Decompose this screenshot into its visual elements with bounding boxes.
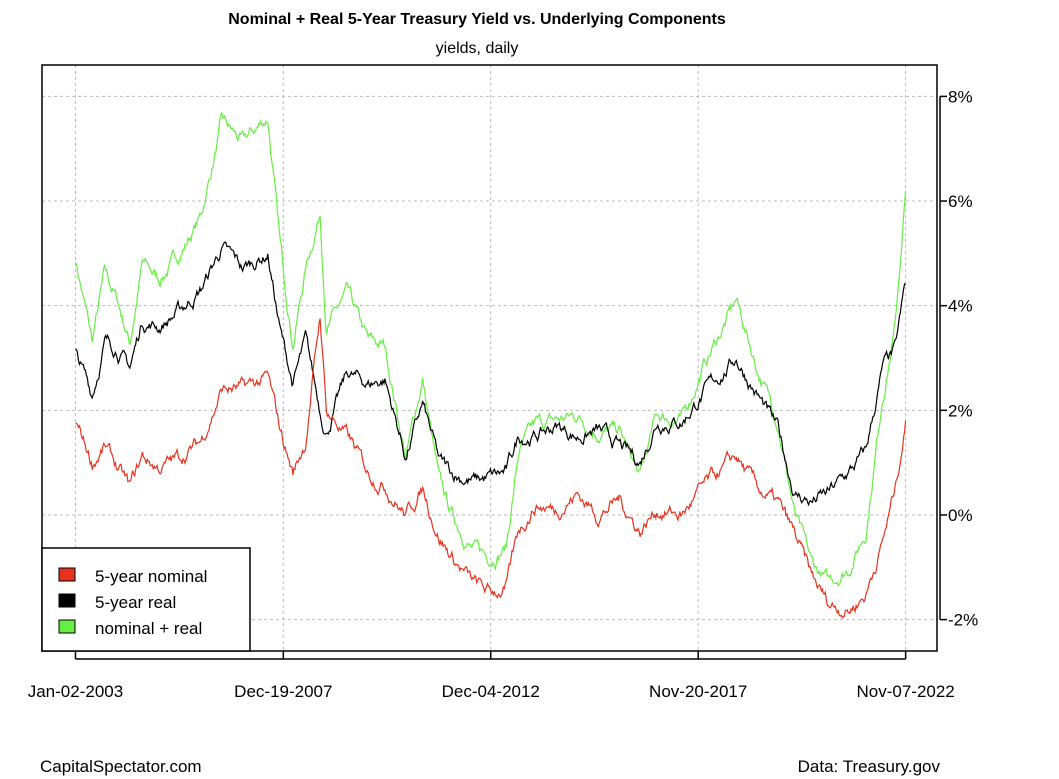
legend-label-real: 5-year real xyxy=(95,593,176,612)
y-tick-label: 0% xyxy=(948,506,973,525)
legend-label-sum: nominal + real xyxy=(95,619,202,638)
chart-title: Nominal + Real 5-Year Treasury Yield vs.… xyxy=(228,11,726,28)
plot-frame xyxy=(41,64,938,652)
footer-source-left: CapitalSpectator.com xyxy=(40,757,202,776)
series-lines xyxy=(75,111,907,619)
x-tick-label: Jan-02-2003 xyxy=(28,682,123,701)
x-tick-label: Dec-19-2007 xyxy=(234,682,332,701)
series-line-5-year-real xyxy=(75,241,907,507)
x-axis: Jan-02-2003 Dec-19-2007 Dec-04-2012 Nov-20-… xyxy=(28,651,955,701)
legend: 5-year nominal 5-year real nominal + rea… xyxy=(41,547,251,652)
y-tick-label: 4% xyxy=(948,297,973,316)
x-tick-label: Nov-20-2017 xyxy=(649,682,747,701)
legend-label-nominal: 5-year nominal xyxy=(95,567,207,586)
x-tick-label: Dec-04-2012 xyxy=(442,682,540,701)
legend-swatch-nominal xyxy=(58,567,76,582)
legend-swatch-real xyxy=(58,593,76,608)
series-line-5-year-nominal xyxy=(75,318,907,619)
y-tick-label: 6% xyxy=(948,192,973,211)
chart-subtitle: yields, daily xyxy=(436,40,519,57)
x-tick-label: Nov-07-2022 xyxy=(856,682,954,701)
series-line-nominal-real xyxy=(75,111,907,587)
legend-swatch-sum xyxy=(58,619,76,634)
gridlines xyxy=(42,65,937,651)
y-tick-label: 2% xyxy=(948,401,973,420)
footer-source-right: Data: Treasury.gov xyxy=(798,757,941,776)
y-tick-label: 8% xyxy=(948,87,973,106)
legend-box xyxy=(41,547,251,652)
y-tick-label: -2% xyxy=(948,611,978,630)
y-axis: 8% 6% 4% 2% 0% -2% xyxy=(939,87,978,630)
